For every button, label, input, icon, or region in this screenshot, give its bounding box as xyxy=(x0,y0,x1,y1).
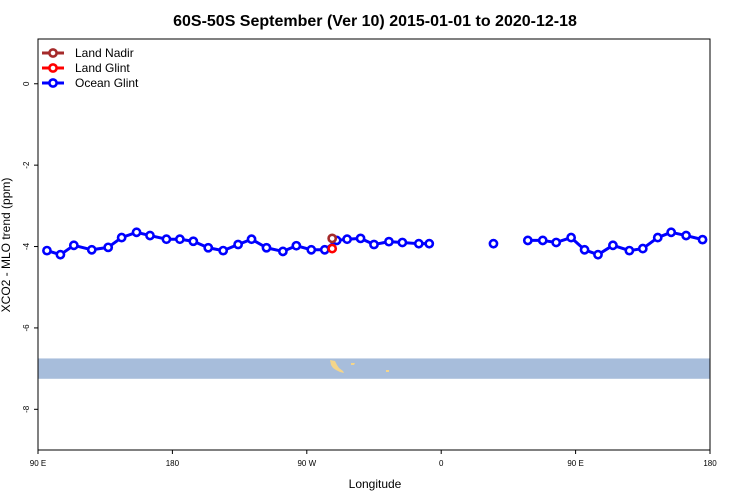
y-tick-label: -6 xyxy=(22,324,31,332)
legend-item-ocean-glint: Ocean Glint xyxy=(42,76,139,90)
data-point-ocean-glint xyxy=(42,245,52,256)
chart-title: 60S-50S September (Ver 10) 2015-01-01 to… xyxy=(173,13,577,30)
x-tick-label: 180 xyxy=(703,459,717,468)
legend-label: Ocean Glint xyxy=(75,76,139,90)
series-line-ocean-glint xyxy=(46,230,430,257)
y-tick-label: -8 xyxy=(22,405,31,413)
data-point-ocean-glint xyxy=(608,240,618,251)
latitude-band-layer xyxy=(38,358,710,379)
data-point-ocean-glint xyxy=(203,242,214,253)
data-point-ocean-glint xyxy=(68,240,79,251)
data-point-ocean-glint xyxy=(413,238,424,249)
land-patch-south-america-tip xyxy=(330,360,344,373)
data-point-ocean-glint xyxy=(579,244,590,255)
legend-label: Land Glint xyxy=(75,61,130,75)
y-axis-label: XCO2 - MLO trend (ppm) xyxy=(0,178,13,313)
data-point-ocean-glint xyxy=(261,242,272,253)
legend-item-land-nadir: Land Nadir xyxy=(42,46,134,60)
data-point-ocean-glint xyxy=(188,236,199,247)
y-axis: 0 -2 -4 -6 -8 xyxy=(22,81,38,413)
x-axis: 90 E 180 90 W 0 90 E 180 xyxy=(30,450,717,468)
x-axis-label: Longitude xyxy=(349,477,402,491)
data-point-ocean-glint xyxy=(174,234,185,245)
data-point-ocean-glint xyxy=(369,239,379,250)
data-point-ocean-glint xyxy=(697,234,708,245)
data-point-ocean-glint xyxy=(424,238,435,249)
latitude-band xyxy=(38,358,710,379)
data-point-ocean-glint xyxy=(116,232,127,243)
x-tick-label: 90 E xyxy=(567,459,583,468)
data-point-ocean-glint xyxy=(342,234,353,245)
data-point-land-nadir xyxy=(327,233,338,244)
x-tick-label: 90 W xyxy=(297,459,316,468)
series-ocean-glint xyxy=(42,227,708,260)
y-tick-label: -4 xyxy=(22,242,31,250)
x-tick-label: 90 E xyxy=(30,459,46,468)
data-point-ocean-glint xyxy=(131,227,142,238)
data-point-ocean-glint xyxy=(86,244,97,255)
y-tick-label: -2 xyxy=(22,161,31,169)
y-tick-label: 0 xyxy=(22,81,31,86)
data-point-ocean-glint xyxy=(652,232,663,243)
data-point-ocean-glint xyxy=(624,245,635,256)
data-point-ocean-glint xyxy=(55,249,66,260)
data-point-ocean-glint xyxy=(681,230,692,241)
data-point-ocean-glint xyxy=(537,235,548,246)
data-point-ocean-glint xyxy=(551,237,562,248)
data-point-ocean-glint xyxy=(246,234,257,245)
data-point-ocean-glint xyxy=(637,243,648,254)
data-point-ocean-glint xyxy=(397,237,408,248)
legend-item-land-glint: Land Glint xyxy=(42,61,130,75)
data-point-ocean-glint xyxy=(666,227,677,238)
series-land-nadir xyxy=(327,233,338,244)
data-point-land-glint xyxy=(327,243,338,254)
data-point-ocean-glint xyxy=(384,236,394,247)
x-tick-label: 0 xyxy=(439,459,444,468)
plot-frame xyxy=(37,38,711,451)
data-point-ocean-glint xyxy=(566,232,577,243)
data-point-ocean-glint xyxy=(103,242,114,253)
legend-marker xyxy=(48,78,58,88)
legend-marker xyxy=(48,48,58,58)
data-point-ocean-glint xyxy=(593,249,603,260)
data-point-ocean-glint xyxy=(488,238,499,249)
land-layer xyxy=(330,360,389,373)
data-point-ocean-glint xyxy=(355,233,366,244)
data-point-ocean-glint xyxy=(218,245,229,256)
data-point-ocean-glint xyxy=(306,244,317,255)
series-layer xyxy=(42,227,708,260)
legend-label: Land Nadir xyxy=(75,46,134,60)
data-point-ocean-glint xyxy=(278,246,288,257)
data-point-ocean-glint xyxy=(522,235,533,246)
legend-marker xyxy=(48,63,58,73)
series-land-glint xyxy=(327,243,338,254)
x-tick-label: 180 xyxy=(166,459,180,468)
data-point-ocean-glint xyxy=(319,244,330,255)
data-point-ocean-glint xyxy=(233,239,244,250)
data-point-ocean-glint xyxy=(161,234,172,245)
data-point-ocean-glint xyxy=(145,230,155,241)
data-point-ocean-glint xyxy=(291,240,302,251)
